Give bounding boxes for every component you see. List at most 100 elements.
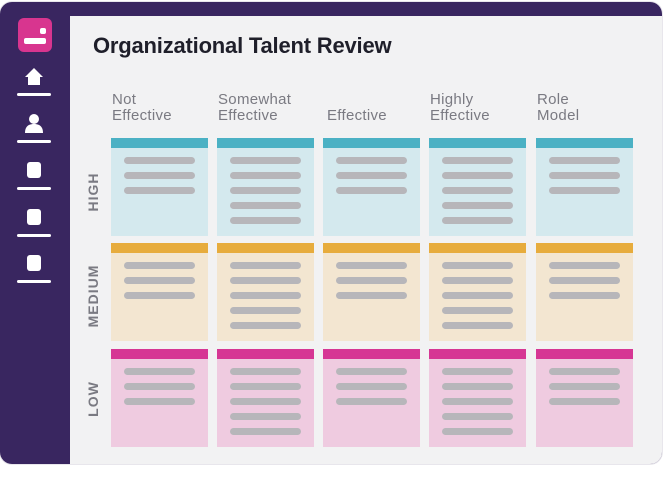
placeholder-line — [336, 368, 407, 375]
cell-header-band — [323, 138, 420, 148]
sidebar-item-home[interactable] — [16, 66, 52, 96]
row-label-low: LOW — [85, 381, 101, 417]
placeholder-line — [124, 292, 195, 299]
placeholder-line — [549, 277, 620, 284]
placeholder-line — [124, 187, 195, 194]
placeholder-line — [124, 262, 195, 269]
row-label-medium: MEDIUM — [85, 264, 101, 328]
placeholder-line — [549, 292, 620, 299]
user-icon — [25, 114, 43, 133]
placeholder-line — [549, 187, 620, 194]
placeholder-line — [230, 172, 301, 179]
placeholder-line — [336, 292, 407, 299]
cell-header-band — [429, 349, 526, 359]
sidebar-item-document-1[interactable] — [16, 160, 52, 190]
row-label-high: HIGH — [85, 172, 101, 212]
placeholder-line — [442, 292, 513, 299]
cell-medium-effective[interactable] — [323, 243, 420, 341]
cell-header-band — [323, 349, 420, 359]
home-icon — [25, 68, 43, 85]
placeholder-line — [230, 368, 301, 375]
cell-low-not-effective[interactable] — [111, 349, 208, 447]
logo-dot — [40, 28, 46, 34]
placeholder-line — [549, 383, 620, 390]
cell-body — [111, 359, 208, 447]
placeholder-line — [230, 157, 301, 164]
sidebar-item-document-2[interactable] — [16, 207, 52, 237]
placeholder-line — [442, 322, 513, 329]
cell-medium-highly-effective[interactable] — [429, 243, 526, 341]
placeholder-line — [230, 277, 301, 284]
column-header-effective: Effective — [327, 107, 387, 124]
app-logo[interactable] — [18, 18, 52, 52]
sidebar-item-document-3[interactable] — [16, 253, 52, 283]
placeholder-line — [442, 157, 513, 164]
app-window: Organizational Talent Review Not Effecti… — [0, 2, 662, 464]
placeholder-line — [124, 383, 195, 390]
placeholder-line — [230, 307, 301, 314]
placeholder-line — [336, 383, 407, 390]
placeholder-line — [336, 157, 407, 164]
cell-high-highly-effective[interactable] — [429, 138, 526, 236]
placeholder-line — [230, 217, 301, 224]
cell-body — [111, 253, 208, 341]
placeholder-line — [230, 322, 301, 329]
cell-medium-role-model[interactable] — [536, 243, 633, 341]
placeholder-line — [549, 172, 620, 179]
cell-header-band — [536, 349, 633, 359]
placeholder-line — [230, 428, 301, 435]
cell-body — [217, 148, 314, 236]
cell-header-band — [111, 243, 208, 253]
cell-header-band — [536, 243, 633, 253]
placeholder-line — [336, 172, 407, 179]
cell-high-not-effective[interactable] — [111, 138, 208, 236]
column-header-not-effective: Not Effective — [112, 91, 172, 124]
nav-underline — [17, 234, 51, 237]
placeholder-line — [230, 262, 301, 269]
placeholder-line — [442, 383, 513, 390]
main-panel: Organizational Talent Review Not Effecti… — [70, 16, 662, 464]
cell-body — [323, 148, 420, 236]
cell-body — [536, 359, 633, 447]
placeholder-line — [549, 157, 620, 164]
placeholder-line — [442, 217, 513, 224]
cell-low-role-model[interactable] — [536, 349, 633, 447]
cell-high-effective[interactable] — [323, 138, 420, 236]
placeholder-line — [442, 172, 513, 179]
sidebar-item-user[interactable] — [16, 113, 52, 143]
document-icon — [27, 162, 41, 178]
logo-bar — [24, 38, 46, 44]
placeholder-line — [442, 202, 513, 209]
cell-body — [323, 359, 420, 447]
cell-medium-not-effective[interactable] — [111, 243, 208, 341]
cell-high-role-model[interactable] — [536, 138, 633, 236]
cell-body — [429, 253, 526, 341]
cell-low-effective[interactable] — [323, 349, 420, 447]
placeholder-line — [230, 187, 301, 194]
cell-low-somewhat-effective[interactable] — [217, 349, 314, 447]
cell-header-band — [429, 138, 526, 148]
placeholder-line — [230, 202, 301, 209]
document-icon — [27, 255, 41, 271]
cell-body — [323, 253, 420, 341]
nav-underline — [17, 140, 51, 143]
cell-header-band — [111, 138, 208, 148]
placeholder-line — [230, 413, 301, 420]
cell-header-band — [217, 349, 314, 359]
cell-high-somewhat-effective[interactable] — [217, 138, 314, 236]
nav-underline — [17, 280, 51, 283]
placeholder-line — [336, 187, 407, 194]
placeholder-line — [549, 368, 620, 375]
cell-body — [536, 148, 633, 236]
cell-header-band — [217, 243, 314, 253]
placeholder-line — [549, 262, 620, 269]
placeholder-line — [124, 368, 195, 375]
cell-low-highly-effective[interactable] — [429, 349, 526, 447]
column-header-role-model: Role Model — [537, 91, 580, 124]
placeholder-line — [336, 277, 407, 284]
cell-medium-somewhat-effective[interactable] — [217, 243, 314, 341]
placeholder-line — [549, 398, 620, 405]
cell-header-band — [217, 138, 314, 148]
cell-body — [429, 359, 526, 447]
placeholder-line — [442, 307, 513, 314]
